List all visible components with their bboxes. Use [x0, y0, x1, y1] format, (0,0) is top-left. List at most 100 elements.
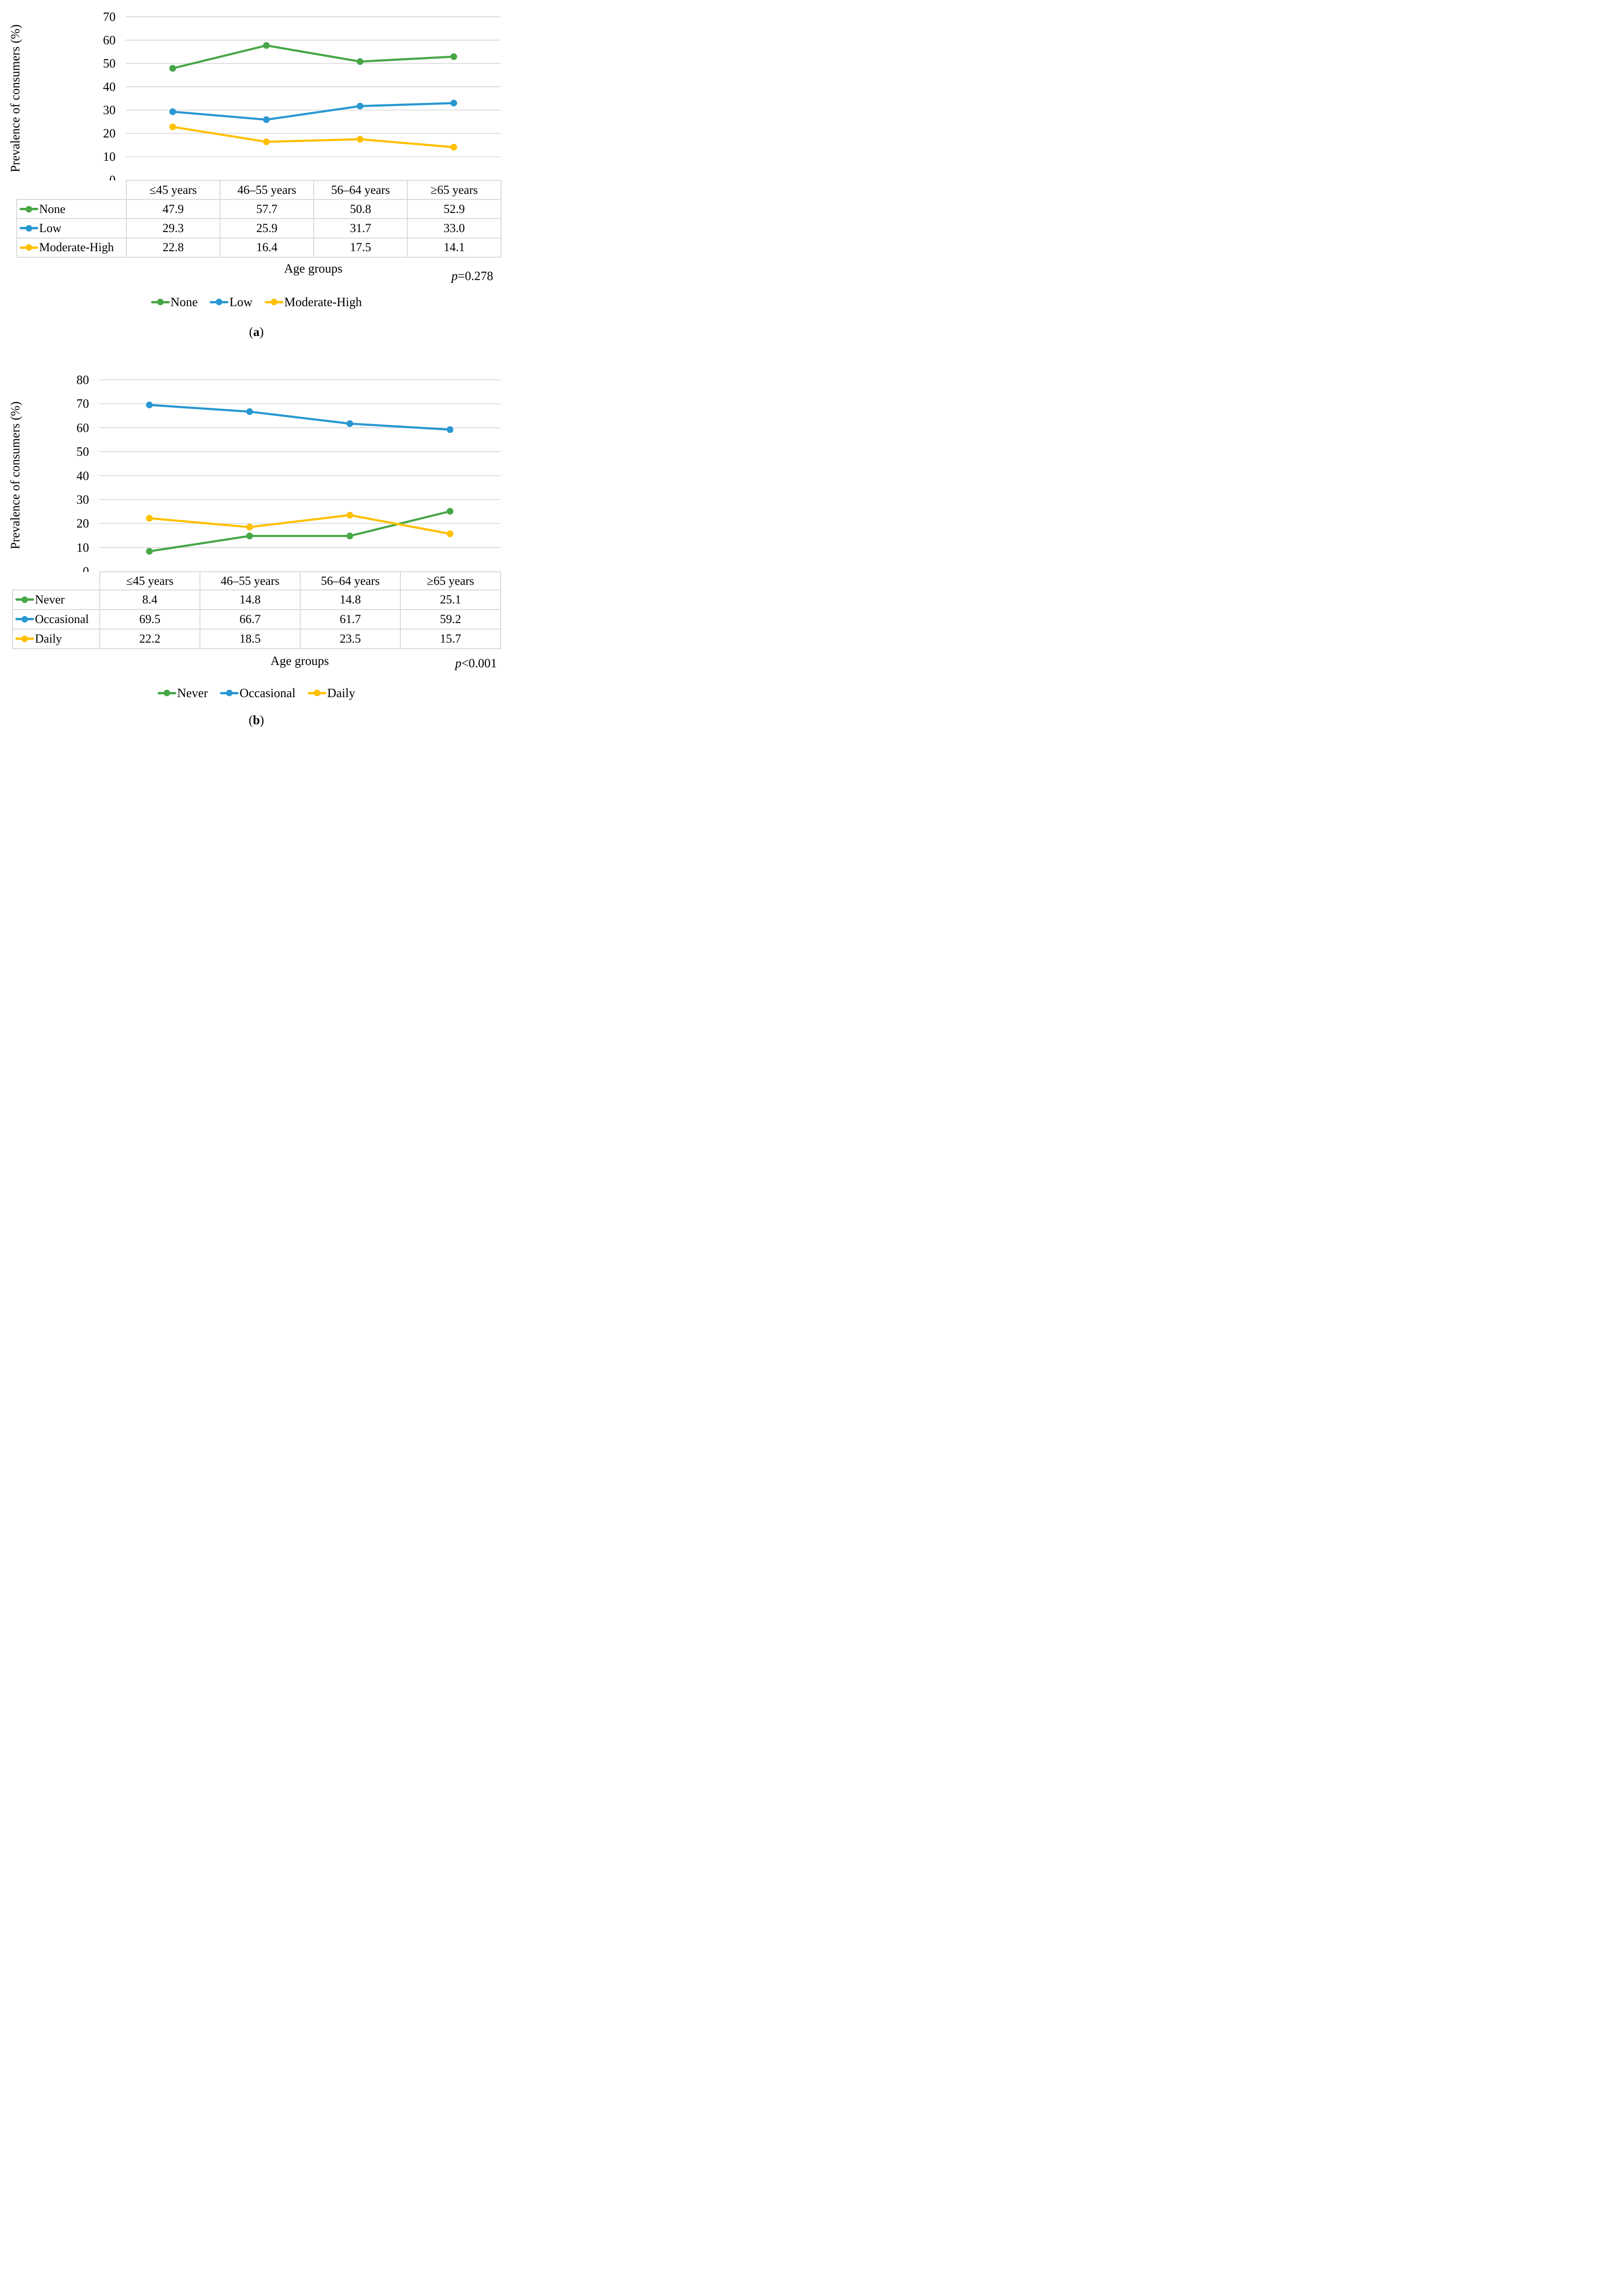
legend-key-icon: [264, 298, 283, 306]
key-marker-icon: [21, 616, 28, 623]
value-cell: 22.2: [99, 628, 200, 649]
series-none: [169, 42, 457, 72]
series-low: [169, 100, 457, 123]
col-header-cell: 56–64 years: [300, 571, 401, 590]
key-marker-icon: [26, 206, 32, 212]
value-cell: 50.8: [313, 199, 408, 219]
legend-label: Daily: [327, 685, 355, 700]
key-marker-icon: [216, 299, 223, 305]
y-tick-label: 60: [103, 33, 116, 48]
series-name: Never: [35, 592, 65, 606]
legend-key-icon: [210, 298, 229, 306]
table-header-row: ≤45 years 46–55 years 56–64 years ≥65 years: [17, 180, 502, 200]
p-value-text: <0.001: [461, 656, 497, 670]
y-tick-label: 20: [103, 126, 116, 141]
data-table-a: ≤45 years 46–55 years 56–64 years ≥65 years…: [16, 180, 502, 258]
row-label-cell: Low: [16, 218, 127, 239]
value-cell: 17.5: [313, 237, 408, 258]
y-axis-title-b: Prevalence of consumers (%): [8, 401, 22, 549]
key-marker-icon: [26, 225, 32, 232]
value-cell: 23.5: [300, 628, 401, 649]
series-occasional: [146, 401, 454, 433]
value-cell: 25.9: [220, 218, 314, 239]
legend-label: Low: [229, 295, 253, 309]
value-cell: 16.4: [220, 237, 314, 258]
data-point-marker: [346, 420, 353, 427]
data-point-marker: [357, 58, 364, 65]
legend-item-daily: Daily: [307, 685, 355, 700]
y-tick-label: 20: [76, 516, 89, 531]
series-line-none: [172, 44, 455, 69]
data-point-marker: [450, 53, 457, 60]
data-point-marker: [346, 532, 353, 540]
data-point-marker: [146, 514, 153, 522]
series-daily: [146, 512, 454, 537]
col-header-cell: ≤45 years: [126, 180, 220, 200]
series-name: Low: [39, 221, 62, 235]
data-point-marker: [169, 65, 176, 72]
key-marker-icon: [270, 299, 277, 305]
table-row: None 47.9 57.7 50.8 52.9: [16, 199, 502, 219]
data-point-marker: [357, 103, 364, 110]
col-header-cell: ≥65 years: [400, 571, 501, 590]
value-cell: 31.7: [313, 218, 408, 239]
x-axis-title-b: Age groups: [270, 654, 329, 668]
table-corner-cell: [17, 180, 127, 200]
legend-item-moderate-high: Moderate-High: [264, 295, 362, 309]
caption-paren: ): [259, 325, 264, 339]
data-point-marker: [450, 144, 457, 151]
value-cell: 29.3: [126, 218, 220, 239]
series-name: Daily: [35, 631, 62, 645]
key-marker-icon: [26, 244, 32, 251]
series-line-daily: [148, 514, 451, 535]
y-tick-label: 10: [76, 540, 89, 555]
value-cell: 14.1: [407, 237, 502, 258]
y-tick-label: 30: [103, 103, 116, 117]
row-label: Never: [14, 592, 99, 607]
p-symbol: p: [451, 269, 458, 283]
data-point-marker: [246, 532, 253, 540]
col-header-cell: 46–55 years: [220, 180, 314, 200]
data-point-marker: [263, 138, 270, 145]
series-line-low: [172, 102, 455, 121]
p-value-a: p=0.278: [353, 268, 493, 284]
panel-caption-b: (b): [0, 712, 513, 728]
value-cell: 47.9: [126, 199, 220, 219]
table-row: Low 29.3 25.9 31.7 33.0: [16, 218, 502, 239]
key-marker-icon: [157, 299, 164, 305]
row-label-cell: None: [16, 199, 127, 219]
row-label-cell: Daily: [12, 628, 100, 649]
row-label-cell: Never: [12, 589, 100, 610]
legend-item-low: Low: [210, 295, 253, 309]
value-cell: 52.9: [407, 199, 502, 219]
col-header-cell: 46–55 years: [200, 571, 301, 590]
line-charts-canvas: [99, 16, 501, 555]
row-label: Low: [18, 221, 125, 235]
y-axis-title-a: Prevalence of consumers (%): [8, 24, 22, 172]
value-cell: 57.7: [220, 199, 314, 219]
data-point-marker: [169, 123, 176, 130]
p-value-b: p<0.001: [357, 655, 497, 671]
value-cell: 15.7: [400, 628, 501, 649]
table-header-row: ≤45 years 46–55 years 56–64 years ≥65 years: [13, 571, 501, 590]
series-line-moderate-high: [172, 125, 455, 149]
value-cell: 61.7: [300, 609, 401, 630]
key-marker-icon: [21, 635, 28, 642]
table-row: Moderate-High 22.8 16.4 17.5 14.1: [16, 237, 502, 258]
value-cell: 69.5: [99, 609, 200, 630]
p-symbol: p: [455, 656, 462, 670]
table-corner-cell: [13, 572, 100, 590]
value-cell: 14.8: [300, 589, 401, 610]
legend-key-icon: [307, 689, 326, 697]
caption-paren: ): [260, 713, 264, 727]
legend-a: None Low Moderate-High: [0, 294, 513, 310]
data-point-marker: [263, 116, 270, 123]
row-label: None: [18, 202, 125, 216]
legend-label: Moderate-High: [284, 295, 362, 309]
series-line-never: [148, 510, 451, 553]
y-tick-label: 50: [76, 445, 89, 459]
legend-item-none: None: [151, 295, 198, 309]
caption-paren: (: [248, 713, 253, 727]
series-line-occasional: [148, 404, 451, 431]
row-label: Occasional: [14, 612, 99, 626]
